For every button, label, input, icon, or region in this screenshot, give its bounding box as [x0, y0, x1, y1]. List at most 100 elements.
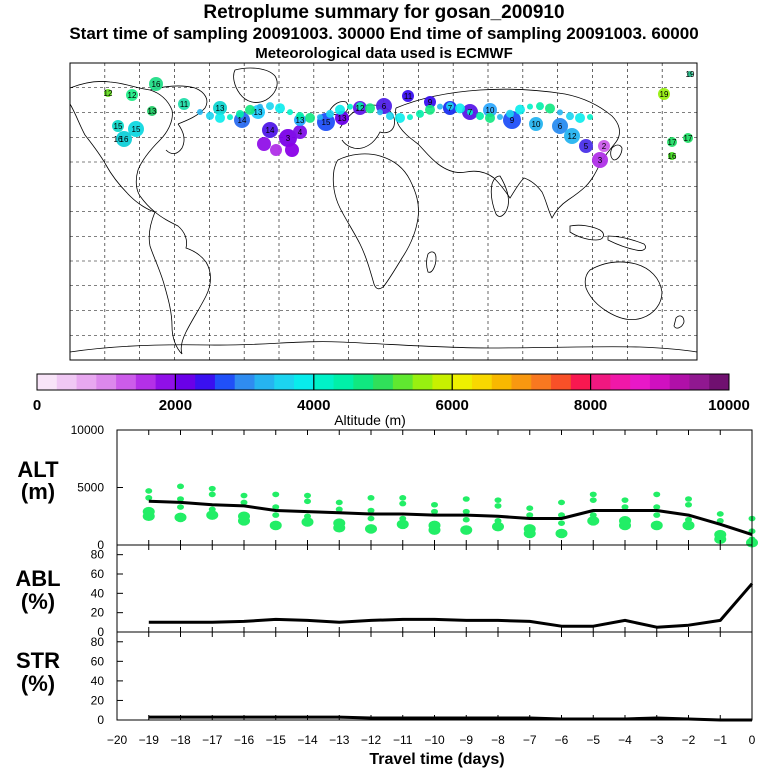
plume-cluster [262, 122, 278, 138]
plume-cluster-label: 2 [602, 142, 607, 151]
altitude-scatter-point [367, 515, 375, 522]
altitude-scatter-point [174, 512, 187, 523]
altitude-scatter-point [238, 511, 250, 522]
colorbar-cell [155, 374, 176, 390]
plume-dot [587, 113, 593, 120]
plume-dot [365, 103, 375, 114]
colorbar-cell [56, 374, 78, 390]
plume-cluster [126, 89, 138, 101]
altitude-scatter-point [462, 496, 470, 502]
plume-cluster-label: 15 [132, 125, 141, 134]
plume-dot [326, 109, 334, 118]
altitude-scatter-point [396, 519, 409, 530]
y-tick-label: 0 [97, 713, 104, 727]
altitude-scatter-point [558, 499, 565, 506]
plume-dot [347, 103, 353, 110]
x-tick-label: −6 [555, 733, 569, 747]
plume-dot [545, 103, 555, 114]
abl-panel-unit: (%) [21, 589, 55, 614]
colorbar-cell [551, 374, 572, 390]
colorbar-cell [471, 374, 493, 390]
x-tick-label: −7 [523, 733, 537, 747]
y-tick-label: 20 [91, 693, 105, 707]
plume-cluster-label: 12 [356, 104, 365, 113]
colorbar-cell [511, 374, 532, 390]
colorbar-cell [590, 374, 611, 390]
colorbar-cell [274, 374, 295, 390]
altitude-scatter-point [558, 512, 565, 518]
x-tick-label: −2 [682, 733, 696, 747]
plume-dot [266, 102, 274, 111]
plume-dot [296, 111, 304, 120]
plume-dot [557, 109, 563, 116]
alt-panel-label: ALT [17, 457, 59, 482]
plume-dot [485, 112, 495, 123]
chart-subtitle-meteo-data: Meteorological data used is ECMWF [255, 45, 513, 62]
colorbar-cell [630, 374, 651, 390]
plume-dot [527, 103, 533, 110]
plume-cluster [424, 96, 436, 108]
altitude-scatter-point [431, 508, 438, 515]
colorbar-tick-label: 2000 [159, 397, 192, 414]
plume-cluster-label: 19 [686, 70, 695, 79]
plume-cluster-label: 9 [428, 98, 433, 107]
plume-cluster-label: 14 [238, 116, 247, 125]
y-tick-label: 80 [91, 548, 105, 562]
altitude-scatter-point [269, 520, 282, 531]
plume-cluster [579, 139, 593, 153]
altitude-scatter-point [208, 491, 216, 498]
plume-dot [335, 104, 345, 115]
plume-cluster-label: 15 [322, 118, 331, 127]
colorbar-cell [531, 374, 552, 390]
colorbar-cell [689, 374, 710, 390]
y-tick-label: 5000 [77, 481, 104, 495]
plume-cluster-label: 9 [510, 116, 515, 125]
x-tick-label: −9 [459, 733, 473, 747]
x-tick-label: −8 [491, 733, 505, 747]
plume-dot [575, 112, 585, 123]
x-tick-label: −12 [361, 733, 382, 747]
colorbar-cell [254, 374, 275, 390]
plume-cluster [667, 137, 677, 147]
plume-dot [356, 102, 364, 111]
altitude-colorbar: 0 2000 4000 6000 8000 10000 Altitude (m) [33, 373, 750, 428]
colorbar-cell [294, 374, 315, 390]
plume-cluster [213, 101, 227, 115]
x-axis-label: Travel time (days) [369, 751, 504, 768]
plume-dot [446, 102, 454, 111]
plume-cluster-label: 17 [668, 138, 677, 147]
plume-cluster-label: 13 [254, 108, 263, 117]
plume-cluster-label: 16 [120, 135, 129, 144]
plume-cluster [279, 129, 297, 147]
x-tick-label: −1 [713, 733, 727, 747]
altitude-scatter-point [653, 504, 661, 510]
plume-cluster [257, 137, 271, 151]
colorbar-cell [214, 374, 236, 390]
y-tick-label: 60 [91, 654, 105, 668]
plume-dot [317, 114, 323, 121]
altitude-scatter-points [142, 483, 758, 548]
plume-cluster-label: 13 [296, 116, 305, 125]
plume-cluster-label: 7 [448, 104, 453, 113]
altitude-scatter-point [653, 491, 661, 498]
altitude-scatter-point [555, 528, 568, 539]
altitude-scatter-point [431, 501, 438, 508]
y-tick-label: 40 [91, 674, 105, 688]
x-tick-label: −17 [202, 733, 223, 747]
plume-cluster-label: 12 [104, 89, 113, 98]
y-tick-label: 20 [91, 606, 105, 620]
altitude-scatter-point [272, 504, 280, 510]
plume-dot [455, 103, 465, 114]
altitude-scatter-point [621, 497, 629, 503]
plume-dot [227, 114, 233, 121]
colorbar-cell [649, 374, 671, 390]
plume-cluster [178, 98, 190, 110]
altitude-scatter-point [335, 499, 343, 506]
plume-cluster [270, 144, 282, 156]
colorbar-label: Altitude (m) [334, 412, 406, 428]
altitude-scatter-point [177, 496, 184, 502]
plume-cluster-label: 7 [468, 108, 473, 117]
colorbar-cell [432, 374, 453, 390]
plume-dot [386, 112, 394, 121]
